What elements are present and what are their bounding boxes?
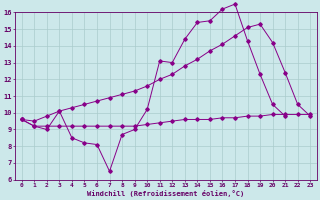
X-axis label: Windchill (Refroidissement éolien,°C): Windchill (Refroidissement éolien,°C) xyxy=(87,190,244,197)
